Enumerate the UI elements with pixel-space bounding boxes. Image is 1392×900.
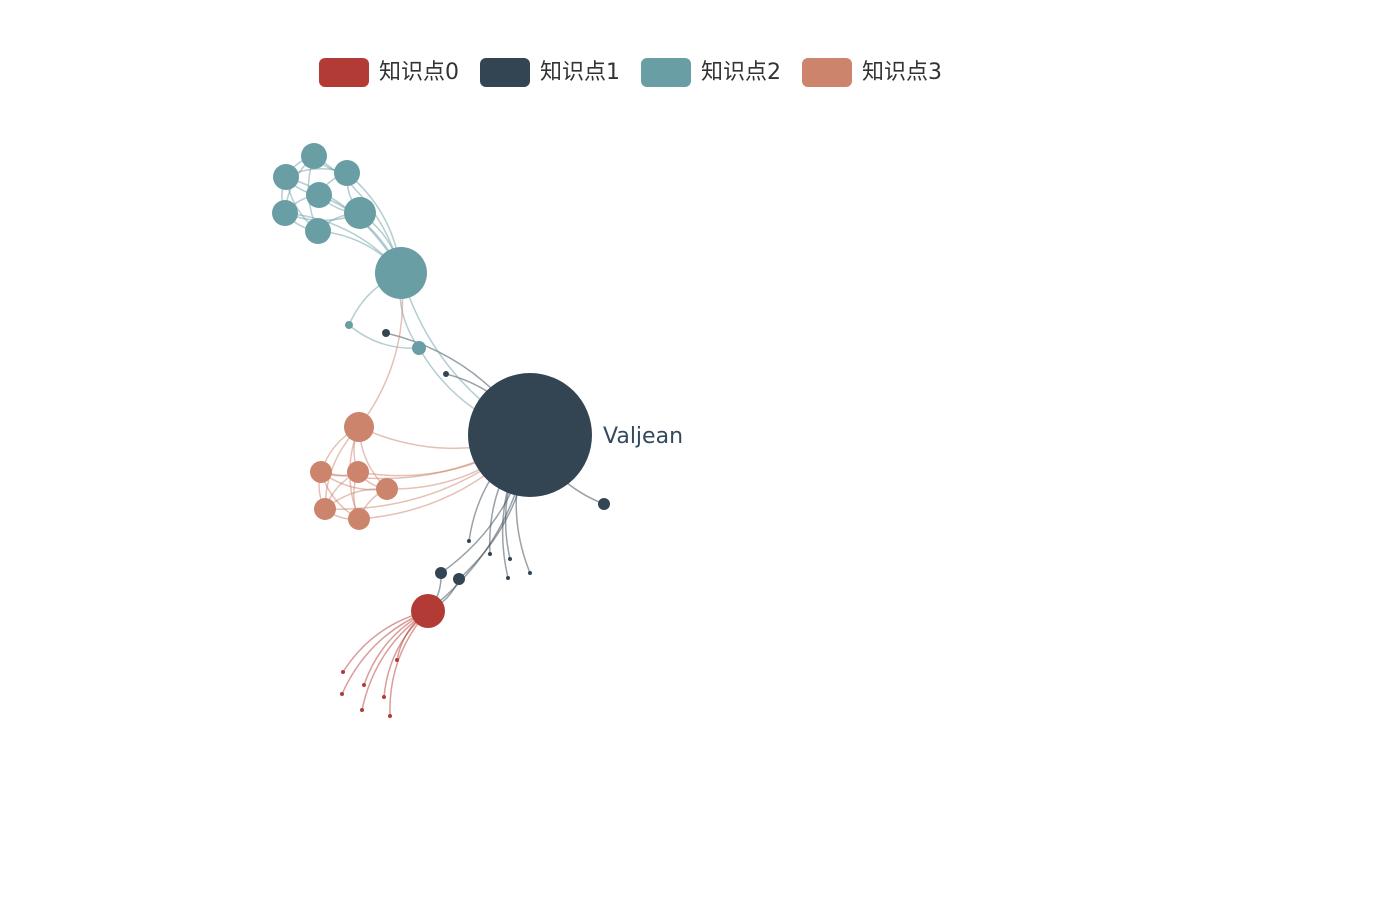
node-layer [272,143,610,718]
graph-edge [348,324,420,349]
graph-node[interactable] [453,573,465,585]
graph-node[interactable] [310,461,332,483]
graph-node[interactable] [388,714,392,718]
graph-node[interactable] [306,182,332,208]
graph-node[interactable] [301,143,327,169]
graph-node[interactable] [598,498,610,510]
graph-node[interactable] [412,341,426,355]
graph-node[interactable] [435,567,447,579]
valjean-node[interactable] [468,373,592,497]
graph-node[interactable] [340,692,344,696]
legend-item-1[interactable]: 知识点1 [480,58,620,87]
legend-label-0: 知识点0 [379,60,459,85]
graph-node[interactable] [360,708,364,712]
graph-node[interactable] [443,371,449,377]
graph-node[interactable] [506,576,510,580]
graph-node[interactable] [348,508,370,530]
graph-node[interactable] [273,164,299,190]
legend-swatch-3 [802,58,852,87]
legend-swatch-2 [641,58,691,87]
legend: 知识点0 知识点1 知识点2 知识点3 [319,58,963,87]
graph-node[interactable] [376,478,398,500]
legend-swatch-1 [480,58,530,87]
graph-node[interactable] [314,498,336,520]
legend-label-1: 知识点1 [540,60,620,85]
legend-item-3[interactable]: 知识点3 [802,58,942,87]
graph-node[interactable] [411,594,445,628]
graph-node[interactable] [272,200,298,226]
graph-node[interactable] [344,197,376,229]
graph-node[interactable] [347,461,369,483]
graph-edge [361,610,429,711]
graph-node[interactable] [341,670,345,674]
graph-node[interactable] [375,247,427,299]
graph-node[interactable] [382,695,386,699]
valjean-label: Valjean [603,424,683,449]
graph-node[interactable] [395,658,399,662]
legend-swatch-0 [319,58,369,87]
graph-node[interactable] [305,218,331,244]
graph-node[interactable] [508,557,512,561]
graph-node[interactable] [345,321,353,329]
graph-node[interactable] [362,683,366,687]
legend-item-0[interactable]: 知识点0 [319,58,459,87]
graph-node[interactable] [488,552,492,556]
graph-node[interactable] [467,539,471,543]
legend-item-2[interactable]: 知识点2 [641,58,781,87]
legend-label-3: 知识点3 [862,60,942,85]
legend-label-2: 知识点2 [701,60,781,85]
graph-node[interactable] [344,412,374,442]
graph-node[interactable] [334,160,360,186]
graph-node[interactable] [528,571,532,575]
graph-node[interactable] [382,329,390,337]
